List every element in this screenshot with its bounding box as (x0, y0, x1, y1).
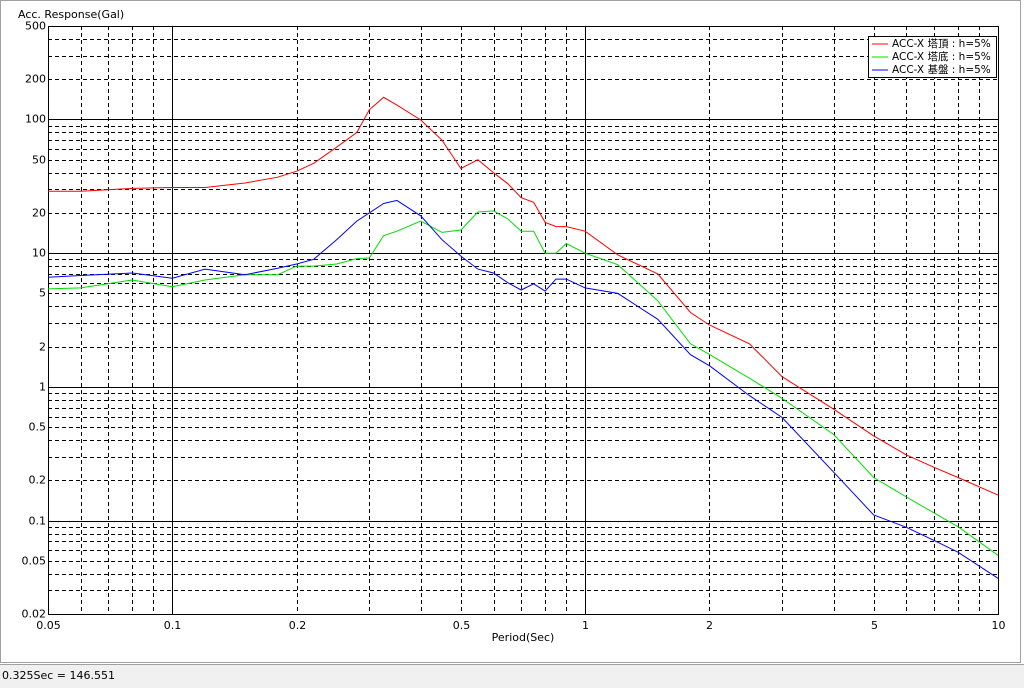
series-line (47, 210, 999, 556)
x-tick-label: 1 (582, 619, 589, 632)
x-tick-label: 10 (992, 619, 1006, 632)
x-tick-label: 0.2 (289, 619, 307, 632)
y-tick-label: 1 (39, 381, 46, 394)
y-tick-label: 20 (32, 207, 46, 220)
y-tick-label: 10 (32, 247, 46, 260)
y-tick-label: 200 (25, 73, 46, 86)
x-tick-label: 0.05 (36, 619, 61, 632)
y-tick-label: 2 (39, 341, 46, 354)
y-tick-label: 500 (25, 20, 46, 33)
y-tick-label: 0.1 (29, 515, 47, 528)
chart: Acc. Response(Gal) Period(Sec) 0.05 0.1 0.… (0, 0, 1024, 664)
y-tick-label: 5 (39, 287, 46, 300)
x-tick-label: 0.5 (453, 619, 471, 632)
series-line (48, 96, 999, 496)
plot-border (48, 26, 999, 615)
y-tick-label: 100 (25, 113, 46, 126)
legend-label: ACC-X 塔頂 : h=5% (892, 37, 991, 50)
y-axis-label: Acc. Response(Gal) (18, 8, 124, 21)
x-tick-label: 0.1 (164, 619, 182, 632)
chart-frame (0, 0, 1021, 663)
y-tick-label: 0.05 (22, 555, 47, 568)
series-line (47, 199, 999, 579)
x-tick-label: 5 (871, 619, 878, 632)
y-tick-label: 0.2 (29, 474, 47, 487)
legend-box (868, 36, 997, 78)
y-tick-label: 0.5 (29, 421, 47, 434)
x-tick-label: 2 (706, 619, 713, 632)
legend-label: ACC-X 基盤 : h=5% (892, 63, 991, 76)
x-axis-label: Period(Sec) (492, 631, 555, 644)
legend-label: ACC-X 塔底 : h=5% (892, 50, 991, 63)
status-bar: 0.325Sec = 146.551 (0, 664, 1024, 688)
y-tick-label: 50 (32, 154, 46, 167)
y-tick-label: 0.02 (22, 608, 47, 621)
